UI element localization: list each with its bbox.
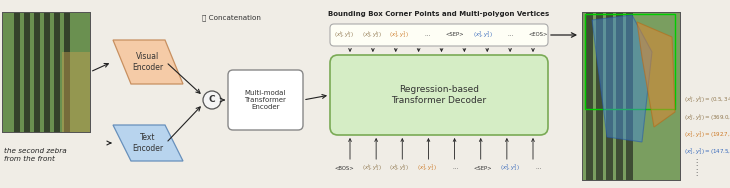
Text: $(x_1^b,y_1^b)$: $(x_1^b,y_1^b)$ — [361, 163, 382, 173]
Text: $\cdots$: $\cdots$ — [452, 165, 458, 171]
Bar — [54, 12, 60, 132]
Text: $\cdots$: $\cdots$ — [534, 165, 542, 171]
Polygon shape — [113, 125, 183, 161]
Text: $\cdots$: $\cdots$ — [424, 33, 431, 37]
Text: $(x_1^2,y_1^2)$: $(x_1^2,y_1^2)$ — [500, 163, 520, 173]
Bar — [585, 14, 675, 109]
Text: $(x_1^b,y_1^b)$: $(x_1^b,y_1^b)$ — [334, 30, 354, 40]
Text: <EOS>: <EOS> — [529, 33, 548, 37]
Text: $(x_1^2,y_1^2)$: $(x_1^2,y_1^2)$ — [472, 30, 493, 40]
Bar — [2, 12, 90, 132]
Text: ⋮: ⋮ — [692, 168, 700, 177]
Bar — [44, 12, 50, 132]
Text: $(x_1^b,y_1^b) = (0.5, 34.8)$: $(x_1^b,y_1^b) = (0.5, 34.8)$ — [684, 95, 730, 105]
Bar — [616, 12, 623, 180]
FancyBboxPatch shape — [330, 24, 548, 46]
Text: <SEP>: <SEP> — [473, 165, 492, 171]
Text: Ⓒ Concatenation: Ⓒ Concatenation — [202, 15, 261, 21]
Text: C: C — [209, 96, 215, 105]
Text: Regression-based
Transformer Decoder: Regression-based Transformer Decoder — [391, 85, 487, 105]
Text: ⋮: ⋮ — [692, 158, 700, 168]
Text: $(x_1^1,y_1^1)$: $(x_1^1,y_1^1)$ — [389, 30, 410, 40]
Polygon shape — [113, 40, 183, 84]
Text: $(x_2^b,y_2^b)$: $(x_2^b,y_2^b)$ — [389, 163, 410, 173]
Polygon shape — [637, 22, 675, 127]
Bar — [596, 12, 603, 180]
FancyBboxPatch shape — [330, 55, 548, 135]
Bar — [582, 12, 680, 180]
Text: Text
Encoder: Text Encoder — [132, 133, 164, 153]
Circle shape — [203, 91, 221, 109]
Bar — [64, 12, 70, 132]
Bar — [606, 12, 613, 180]
Text: $\cdots$: $\cdots$ — [507, 33, 514, 37]
Text: $(x_1^1,y_1^1) = (192.7, 58.1)$: $(x_1^1,y_1^1) = (192.7, 58.1)$ — [684, 130, 730, 140]
Bar — [582, 12, 680, 180]
Bar — [62, 52, 90, 132]
Text: <SEP>: <SEP> — [445, 33, 464, 37]
Text: $(x_1^2,y_1^2) = (147.5,183.8)$: $(x_1^2,y_1^2) = (147.5,183.8)$ — [684, 147, 730, 157]
Bar — [24, 12, 30, 132]
Bar — [34, 12, 40, 132]
Text: <BOS>: <BOS> — [334, 165, 354, 171]
Text: Bounding Box Corner Points and Multi-polygon Vertices: Bounding Box Corner Points and Multi-pol… — [328, 11, 550, 17]
FancyBboxPatch shape — [228, 70, 303, 130]
Bar — [586, 12, 593, 180]
Text: $(x_2^b,y_2^b) = (369.0, 333.0)$: $(x_2^b,y_2^b) = (369.0, 333.0)$ — [684, 113, 730, 123]
Bar — [14, 12, 20, 132]
Text: Visual
Encoder: Visual Encoder — [132, 52, 164, 72]
Bar — [626, 12, 633, 180]
Text: Multi-modal
Transformer
Encoder: Multi-modal Transformer Encoder — [245, 90, 286, 110]
Polygon shape — [592, 15, 652, 142]
Text: $(x_1^1,y_1^1)$: $(x_1^1,y_1^1)$ — [417, 163, 437, 173]
Text: the second zebra
from the front: the second zebra from the front — [4, 148, 66, 162]
Text: $(x_2^b,y_2^b)$: $(x_2^b,y_2^b)$ — [361, 30, 382, 40]
Bar — [2, 12, 90, 132]
